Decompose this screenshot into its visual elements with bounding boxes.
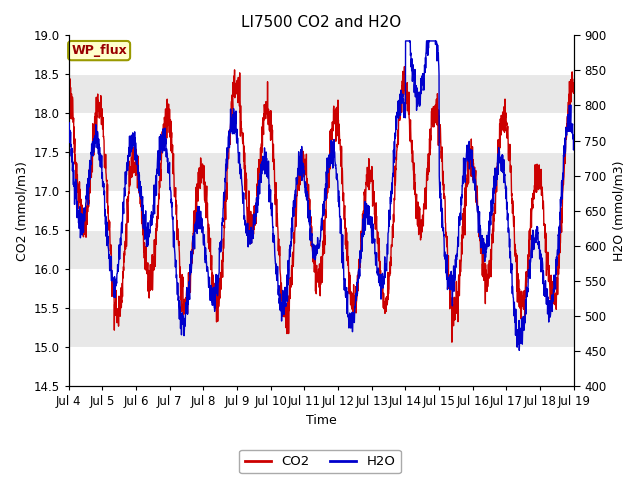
- Bar: [68, 230, 574, 269]
- X-axis label: Time: Time: [306, 414, 337, 427]
- Title: LI7500 CO2 and H2O: LI7500 CO2 and H2O: [241, 15, 401, 30]
- Bar: [68, 191, 574, 230]
- Bar: [68, 308, 574, 347]
- Bar: [68, 152, 574, 191]
- Bar: [68, 269, 574, 308]
- Y-axis label: H2O (mmol/m3): H2O (mmol/m3): [612, 160, 625, 261]
- Bar: [68, 347, 574, 386]
- Bar: [68, 36, 574, 74]
- Bar: [68, 74, 574, 113]
- Text: WP_flux: WP_flux: [71, 44, 127, 57]
- Y-axis label: CO2 (mmol/m3): CO2 (mmol/m3): [15, 161, 28, 261]
- Bar: [68, 113, 574, 152]
- Legend: CO2, H2O: CO2, H2O: [239, 450, 401, 473]
